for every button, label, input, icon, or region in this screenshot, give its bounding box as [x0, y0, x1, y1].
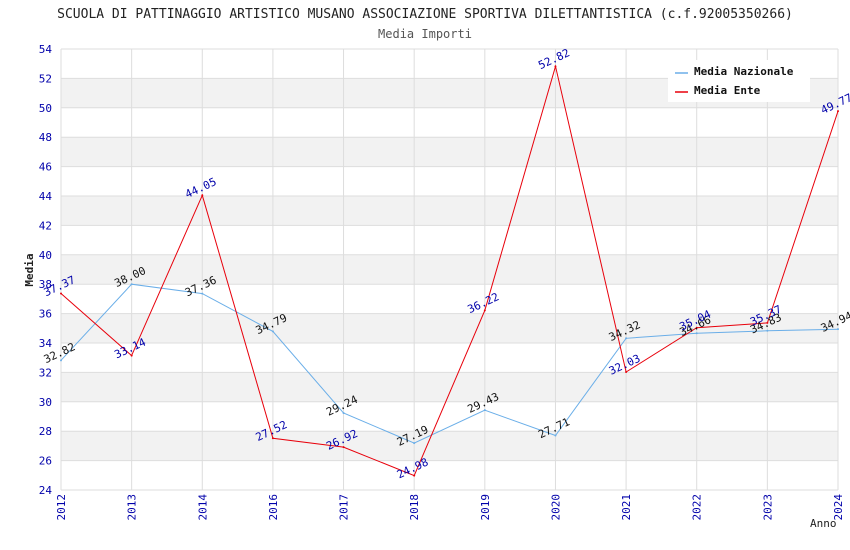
- x-tick-label: 2013: [126, 494, 139, 521]
- y-tick-label: 54: [39, 43, 53, 56]
- data-point: [413, 474, 416, 477]
- data-point: [271, 437, 274, 440]
- legend-label-ente: Media Ente: [694, 84, 761, 97]
- y-tick-labels: 24 26 28 30 32 34 36 38 40 42 44 46 48 50 52 54: [39, 43, 53, 497]
- x-tick-label: 2019: [479, 494, 492, 521]
- series-lines: [60, 64, 839, 477]
- legend-label-nazionale: Media Nazionale: [694, 65, 794, 78]
- grid-band: [61, 196, 838, 226]
- grid-band: [61, 372, 838, 402]
- data-point: [413, 442, 416, 445]
- gridlines: [60, 48, 839, 491]
- series-line-ente: [60, 64, 839, 477]
- x-tick-label: 2021: [620, 494, 633, 521]
- background-bands: [61, 78, 838, 461]
- data-label: 36.22: [466, 290, 502, 316]
- x-tick-label: 2022: [691, 494, 704, 521]
- x-tick-label: 2023: [761, 494, 774, 521]
- data-point: [342, 411, 345, 414]
- data-point: [625, 337, 628, 340]
- data-point: [695, 326, 698, 329]
- y-tick-label: 34: [39, 337, 53, 350]
- data-point: [60, 292, 62, 295]
- x-tick-label: 2012: [55, 494, 68, 521]
- grid-band: [61, 313, 838, 343]
- data-point: [483, 309, 486, 312]
- data-point: [837, 110, 839, 113]
- data-point: [625, 370, 628, 373]
- data-point: [201, 194, 204, 197]
- data-point: [766, 329, 769, 332]
- x-tick-labels: 2012 2013 2014 2016 2017 2018 2019 2020 2021 2022…: [55, 494, 845, 521]
- grid-band: [61, 254, 838, 285]
- y-tick-label: 30: [39, 396, 52, 409]
- y-tick-label: 40: [39, 249, 52, 262]
- data-label: 52.82: [536, 46, 572, 72]
- data-point: [60, 359, 62, 362]
- data-point: [766, 321, 769, 324]
- x-tick-label: 2017: [338, 494, 351, 521]
- data-point: [130, 283, 133, 286]
- chart-subtitle: Media Importi: [378, 27, 472, 41]
- data-point: [483, 409, 486, 412]
- y-tick-label: 42: [39, 219, 52, 232]
- y-tick-label: 24: [39, 484, 53, 497]
- y-tick-label: 46: [39, 161, 52, 174]
- data-point: [554, 434, 557, 437]
- legend: Media Nazionale Media Ente: [668, 60, 810, 102]
- x-tick-label: 2020: [549, 494, 562, 521]
- y-tick-label: 32: [39, 366, 52, 379]
- data-point: [342, 446, 345, 449]
- x-axis-label: Anno: [810, 517, 837, 530]
- chart-title: SCUOLA DI PATTINAGGIO ARTISTICO MUSANO A…: [57, 7, 793, 22]
- y-tick-label: 28: [39, 425, 52, 438]
- y-axis-label: Media: [23, 253, 36, 286]
- grid-band: [61, 431, 838, 461]
- y-tick-label: 38: [39, 278, 52, 291]
- data-point: [695, 332, 698, 335]
- data-point: [271, 330, 274, 333]
- y-tick-label: 52: [39, 72, 52, 85]
- x-tick-label: 2016: [267, 494, 280, 521]
- y-tick-label: 44: [39, 190, 53, 203]
- data-point: [130, 354, 133, 357]
- x-tick-label: 2024: [832, 494, 845, 521]
- x-tick-label: 2014: [196, 494, 209, 521]
- series-line-nazionale: [60, 283, 839, 444]
- legend-box: [668, 60, 810, 102]
- y-tick-label: 36: [39, 308, 52, 321]
- data-point: [837, 328, 839, 331]
- x-tick-label: 2018: [408, 494, 421, 521]
- y-tick-label: 48: [39, 131, 52, 144]
- data-point: [554, 65, 557, 68]
- data-point: [201, 292, 204, 295]
- y-tick-label: 26: [39, 455, 52, 468]
- grid-band: [61, 137, 838, 167]
- y-tick-label: 50: [39, 102, 52, 115]
